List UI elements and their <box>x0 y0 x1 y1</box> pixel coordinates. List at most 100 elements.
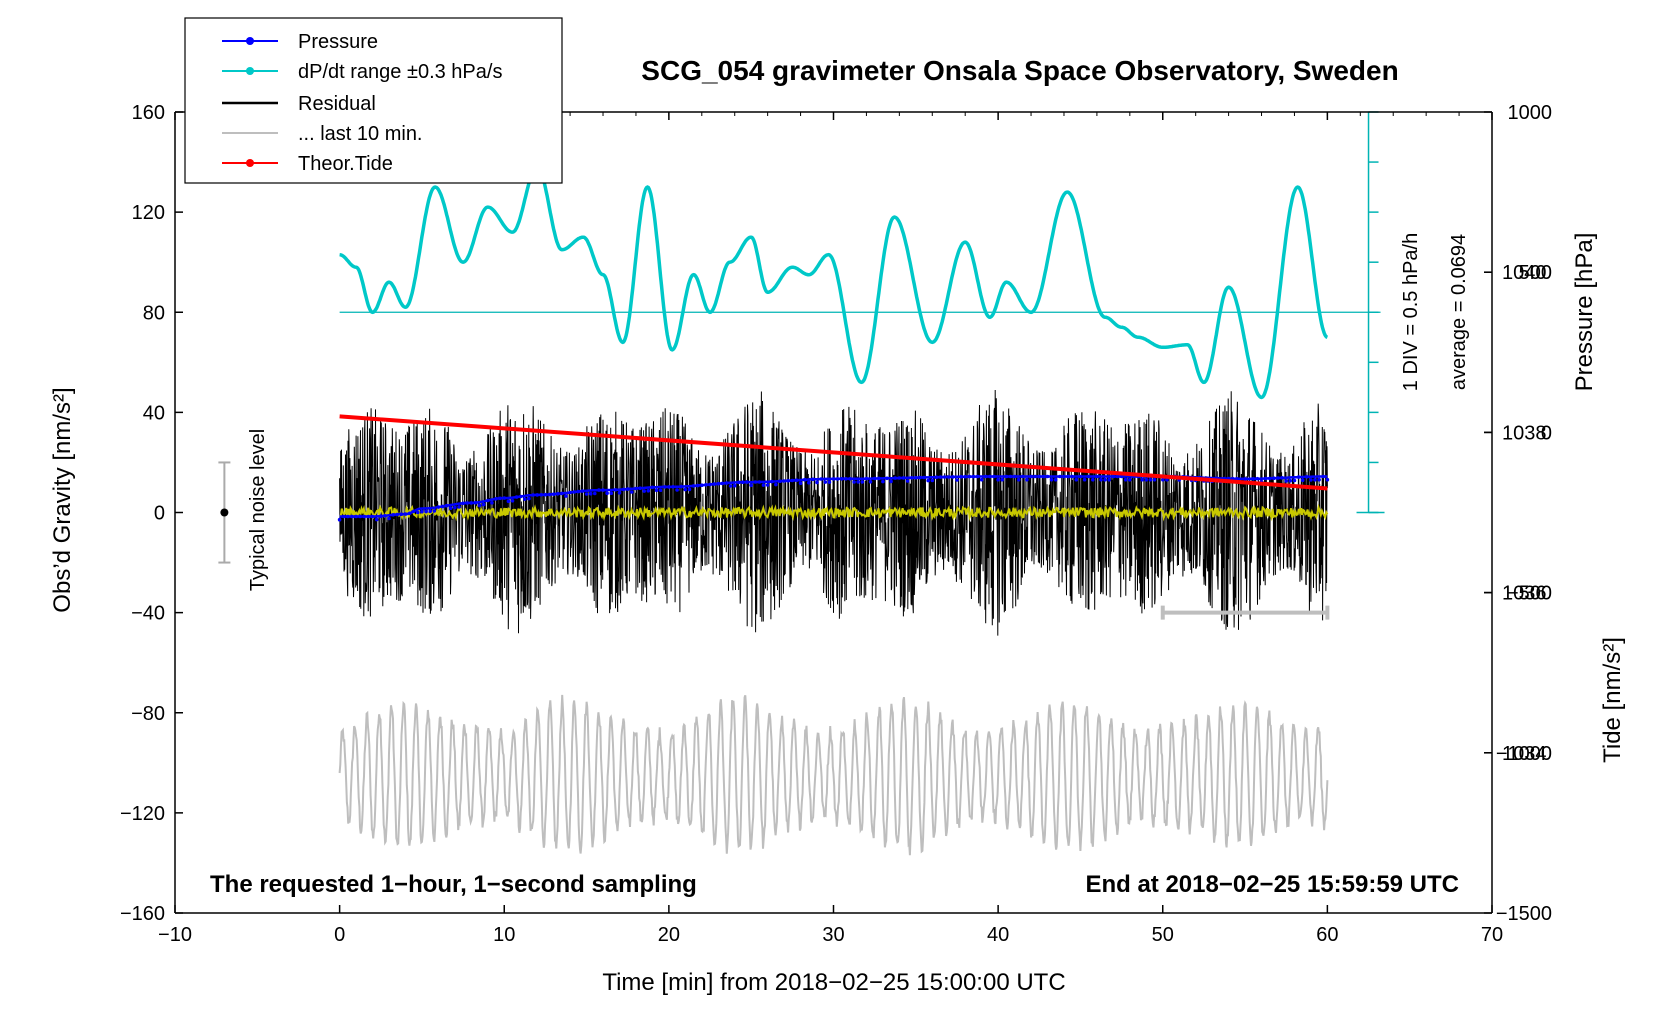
pressure-point <box>609 491 614 496</box>
legend-marker <box>246 67 254 75</box>
pressure-point <box>1263 476 1268 481</box>
pressure-point <box>502 496 507 500</box>
pressure-point <box>1058 474 1062 479</box>
pressure-point <box>687 487 692 492</box>
pressure-point <box>774 482 778 487</box>
pressure-point <box>975 474 980 479</box>
pressure-point <box>782 479 786 483</box>
pressure-point <box>1243 477 1247 481</box>
pressure-point <box>827 480 832 484</box>
y-tick-label-tide: 500 <box>1519 262 1552 284</box>
pressure-point <box>737 480 741 485</box>
pressure-point <box>1309 478 1313 482</box>
pressure-point <box>457 505 461 509</box>
pressure-point <box>1300 478 1305 483</box>
pressure-point <box>1099 477 1103 482</box>
pressure-point <box>453 505 457 510</box>
y-tick-label-tide: −1500 <box>1496 903 1552 925</box>
pressure-point <box>1041 474 1046 479</box>
y-tick-label-pressure: 1036 <box>1502 583 1547 605</box>
pressure-point <box>490 501 494 505</box>
tide-grey-trace <box>338 694 1329 856</box>
pressure-point <box>1111 474 1116 479</box>
y-tick-label-left: −80 <box>131 703 165 725</box>
pressure-point <box>1119 474 1124 479</box>
pressure-point <box>802 477 807 482</box>
pressure-point <box>617 491 622 495</box>
y-tick-label-pressure: 1038 <box>1502 422 1547 444</box>
pressure-point <box>885 476 889 481</box>
pressure-point <box>667 485 671 489</box>
pressure-point <box>593 491 597 496</box>
pressure-point <box>732 483 737 488</box>
pressure-point <box>934 475 939 480</box>
x-tick-label: 30 <box>822 924 844 946</box>
pressure-point <box>597 488 601 492</box>
pressure-point <box>564 494 568 498</box>
pressure-point <box>1317 477 1321 482</box>
scale-bar-label: 1 DIV = 0.5 hPa/h <box>1400 233 1422 391</box>
pressure-point <box>420 509 424 514</box>
pressure-point <box>844 477 848 481</box>
pressure-point <box>1272 476 1276 481</box>
pressure-point <box>436 505 441 509</box>
y-axis-title-left: Obs’d Gravity [nm/s²] <box>49 387 76 612</box>
pressure-point <box>568 490 572 495</box>
pressure-point <box>704 483 708 487</box>
pressure-point <box>663 485 667 489</box>
pressure-point <box>642 489 646 493</box>
pressure-point <box>572 490 576 494</box>
y-tick-label-pressure: 1034 <box>1502 743 1547 765</box>
pressure-point <box>1016 477 1021 482</box>
pressure-point <box>860 480 865 484</box>
pressure-point <box>1037 474 1042 479</box>
y-tick-label-tide: −500 <box>1507 583 1552 605</box>
pressure-point <box>634 486 638 491</box>
pressure-point <box>399 512 404 516</box>
y-tick-label-tide: 0 <box>1541 422 1552 444</box>
pressure-point <box>823 480 828 484</box>
pressure-point <box>1062 474 1066 479</box>
pressure-point <box>358 514 363 519</box>
pressure-point <box>864 476 869 481</box>
pressure-point <box>477 503 482 508</box>
pressure-point <box>889 479 893 484</box>
pressure-point <box>1123 477 1128 482</box>
legend-label-dpdt: dP/dt range ±0.3 hPa/s <box>298 61 502 83</box>
pressure-point <box>461 501 465 506</box>
pressure-point <box>728 484 733 488</box>
pressure-point <box>416 510 420 515</box>
pressure-point <box>379 514 383 518</box>
pressure-point <box>625 487 630 491</box>
pressure-point <box>1235 477 1239 481</box>
pressure-point <box>877 476 881 481</box>
pressure-point <box>720 481 725 486</box>
noise-level-label: Typical noise level <box>247 429 269 591</box>
pressure-point <box>465 501 470 505</box>
pressure-point <box>580 489 585 493</box>
pressure-point <box>1049 477 1054 482</box>
pressure-point <box>798 481 803 486</box>
pressure-point <box>1144 477 1149 482</box>
pressure-point <box>811 477 815 482</box>
pressure-point <box>440 504 445 509</box>
y-tick-label-pressure: 1040 <box>1502 262 1547 284</box>
legend-label-residual: Residual <box>298 93 376 115</box>
pressure-point <box>959 474 963 479</box>
pressure-point <box>354 514 358 519</box>
pressure-point <box>374 517 379 522</box>
pressure-point <box>1152 477 1157 482</box>
pressure-point <box>498 496 502 501</box>
pressure-point <box>765 483 770 487</box>
pressure-point <box>411 509 416 514</box>
pressure-point <box>621 487 626 492</box>
pressure-point <box>724 481 729 485</box>
pressure-point <box>839 477 844 481</box>
x-tick-label: 40 <box>987 924 1009 946</box>
pressure-point <box>1029 474 1033 479</box>
pressure-point <box>654 488 659 493</box>
pressure-point <box>745 480 749 484</box>
pressure-point <box>831 477 836 481</box>
pressure-point <box>576 489 581 494</box>
pressure-point <box>790 478 795 483</box>
